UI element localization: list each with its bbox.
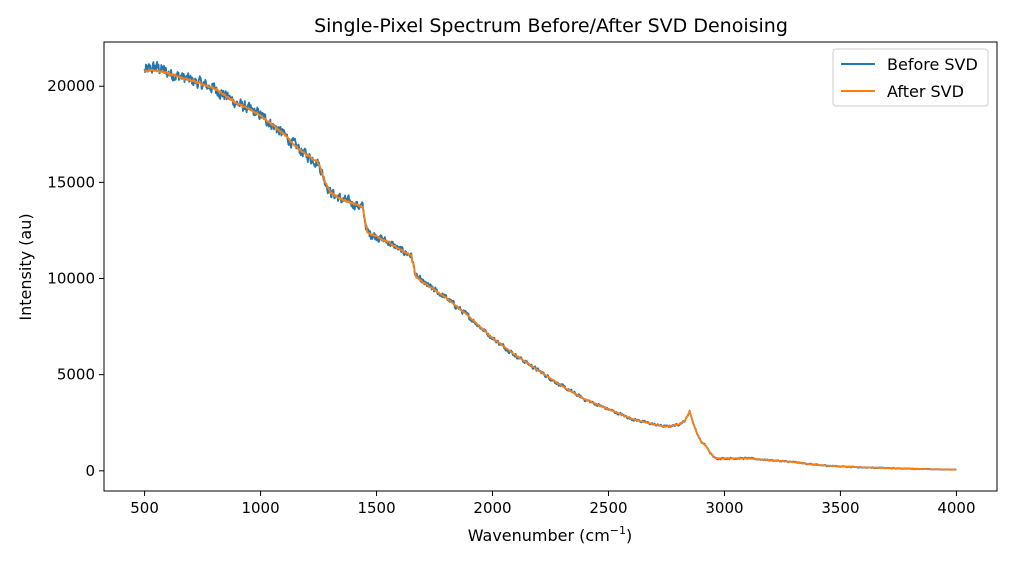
y-tick-label: 10000 (47, 270, 95, 288)
x-tick-label: 2500 (589, 499, 627, 517)
y-tick-label: 5000 (57, 366, 95, 384)
legend-label-after-svd: After SVD (887, 82, 964, 101)
y-axis: 0 5000 10000 15000 20000 (47, 77, 104, 480)
y-axis-label: Intensity (au) (16, 213, 35, 320)
legend-label-before-svd: Before SVD (887, 55, 978, 74)
series-line-after-svd (143, 68, 957, 471)
legend: Before SVD After SVD (832, 48, 989, 107)
x-tick-label: 1500 (357, 499, 395, 517)
y-tick-label: 20000 (47, 77, 95, 95)
x-axis-label: Wavenumber (cm−1) (468, 524, 633, 545)
x-axis: 500 1000 1500 2000 2500 3000 3500 4000 (130, 491, 976, 517)
x-tick-label: 4000 (937, 499, 975, 517)
x-axis-label-close: ) (626, 526, 632, 545)
x-axis-label-text: Wavenumber (cm (468, 526, 610, 545)
series-layer (143, 61, 957, 471)
plot-frame (103, 41, 998, 492)
y-tick-label: 0 (85, 462, 95, 480)
x-axis-label-superscript: −1 (610, 524, 626, 537)
y-tick-label: 15000 (47, 173, 95, 191)
x-tick-label: 500 (130, 499, 159, 517)
x-tick-label: 3500 (821, 499, 859, 517)
x-tick-label: 3000 (705, 499, 743, 517)
chart-title: Single-Pixel Spectrum Before/After SVD D… (314, 15, 788, 37)
x-tick-label: 2000 (473, 499, 511, 517)
x-tick-label: 1000 (241, 499, 279, 517)
